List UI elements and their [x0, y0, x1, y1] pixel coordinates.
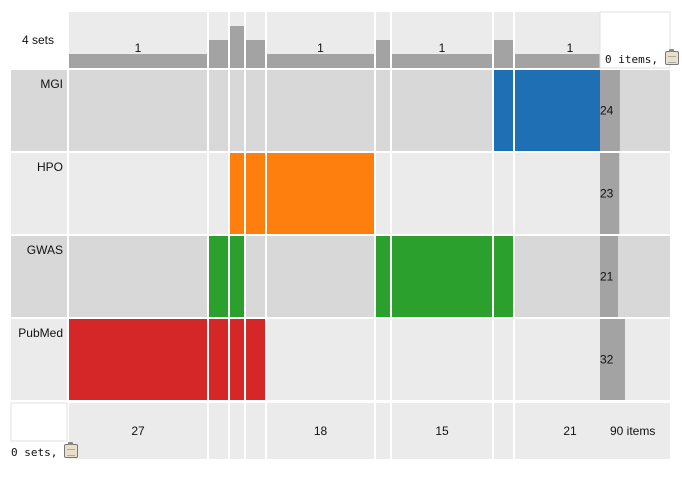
footer-cell: [246, 403, 265, 459]
subset-count-bar: [267, 54, 374, 68]
footer-cell: [230, 403, 244, 459]
items-filter-label: 0 items,: [605, 53, 658, 66]
membership-cell: [230, 236, 244, 317]
set-size-value: 23: [600, 187, 614, 201]
footer-cell: [69, 403, 207, 459]
subset-count-label: 1: [567, 41, 574, 55]
membership-cell: [209, 319, 228, 400]
sets-filter-box: [10, 402, 68, 442]
set-size-bar: [600, 236, 618, 317]
matrix-cell: [267, 70, 374, 151]
set-label-cell: [11, 319, 67, 400]
sets-filter-label: 0 sets,: [11, 446, 58, 459]
footer-cell: [209, 403, 228, 459]
matrix-cell: [246, 70, 265, 151]
footer-cell: [267, 403, 374, 459]
subset-count-bar: [515, 54, 625, 68]
matrix-cell: [69, 236, 207, 317]
column-total-label: 21: [563, 424, 577, 438]
matrix-cell: [267, 236, 374, 317]
matrix-cell: [209, 153, 228, 234]
footer-cell: [376, 403, 390, 459]
membership-cell: [230, 153, 244, 234]
set-label-cell: [11, 236, 67, 317]
matrix-cell: [494, 319, 513, 400]
set-label: HPO: [37, 160, 63, 174]
matrix-cell: [392, 70, 492, 151]
membership-cell: [376, 236, 390, 317]
footer-cell: [494, 403, 513, 459]
set-size-value: 32: [600, 353, 614, 367]
sets-filter[interactable]: 0 sets,: [11, 442, 78, 460]
subset-count-bar: [230, 26, 244, 68]
subset-count-bar: [246, 40, 265, 68]
matrix-cell: [376, 70, 390, 151]
total-items-cell: [600, 403, 670, 459]
membership-cell: [494, 70, 513, 151]
column-total-label: 27: [131, 424, 145, 438]
matrix-cell: [246, 236, 265, 317]
subset-count-bar: [392, 54, 492, 68]
sets-count-label: 4 sets: [22, 33, 55, 47]
items-filter[interactable]: 0 items,: [605, 49, 679, 67]
subset-count-bar: [494, 40, 513, 68]
matrix-cell: [494, 153, 513, 234]
membership-cell: [246, 319, 265, 400]
set-label-cell: [11, 153, 67, 234]
items-filter-box: [599, 11, 671, 69]
set-size-bar: [600, 319, 625, 400]
set-size-bar: [600, 70, 620, 151]
matrix-cell: [376, 319, 390, 400]
set-label: MGI: [40, 77, 63, 91]
matrix-cell: [69, 153, 207, 234]
subset-count-label: 1: [439, 41, 446, 55]
membership-cell: [209, 236, 228, 317]
column-total-label: 15: [435, 424, 449, 438]
matrix-cell: [69, 70, 207, 151]
matrix-cell: [392, 319, 492, 400]
matrix-cell: [267, 319, 374, 400]
clipboard-icon[interactable]: [63, 442, 78, 458]
set-label: PubMed: [18, 326, 63, 340]
matrix-cell: [230, 70, 244, 151]
matrix-cell: [376, 153, 390, 234]
membership-cell: [246, 153, 265, 234]
membership-cell: [230, 319, 244, 400]
membership-cell: [267, 153, 374, 234]
set-size-bar: [600, 153, 620, 234]
set-size-value: 21: [600, 270, 614, 284]
matrix-cell: [392, 153, 492, 234]
membership-cell: [69, 319, 207, 400]
set-label: GWAS: [27, 243, 63, 257]
footer-cell: [392, 403, 492, 459]
set-label-cell: [11, 70, 67, 151]
matrix-cell: [209, 70, 228, 151]
membership-cell: [392, 236, 492, 317]
subset-count-bar: [69, 54, 207, 68]
membership-cell: [494, 236, 513, 317]
subset-count-bar: [376, 40, 390, 68]
subset-count-bar: [209, 40, 228, 68]
subset-count-label: 1: [317, 41, 324, 55]
set-size-value: 24: [600, 104, 614, 118]
subset-count-label: 1: [135, 41, 142, 55]
clipboard-icon[interactable]: [664, 49, 679, 65]
column-total-label: 18: [314, 424, 328, 438]
total-items-label: 90 items: [610, 424, 656, 438]
